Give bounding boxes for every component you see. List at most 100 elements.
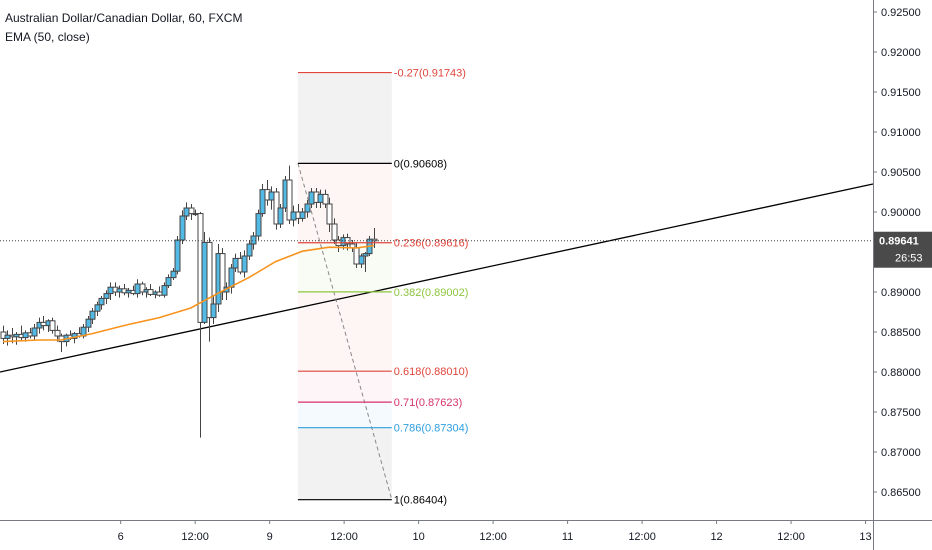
- candle-body: [156, 291, 163, 296]
- price-tick-label: 0.86500: [881, 487, 921, 499]
- candle: [94, 301, 101, 316]
- candle-body: [54, 329, 61, 337]
- candle-body: [139, 283, 146, 293]
- time-tick-label: 12:00: [777, 531, 805, 543]
- fib-band: [297, 291, 392, 372]
- candle: [210, 296, 217, 324]
- candle: [299, 208, 306, 222]
- candle: [134, 279, 141, 298]
- candle: [147, 284, 154, 296]
- indicator-label[interactable]: EMA (50, close): [5, 30, 90, 44]
- candle: [98, 296, 105, 310]
- candle-body: [331, 223, 338, 241]
- candle-body: [268, 191, 275, 201]
- candle: [259, 184, 266, 217]
- candle: [326, 197, 333, 232]
- time-tick-label: 12:00: [181, 531, 209, 543]
- candle-body: [317, 193, 324, 203]
- candle: [255, 209, 262, 240]
- candle: [31, 324, 38, 340]
- candle: [331, 218, 338, 244]
- price-tick-label: 0.89000: [881, 287, 921, 299]
- candle-body: [98, 297, 105, 306]
- candle-body: [362, 253, 369, 257]
- candle: [201, 232, 208, 324]
- price-tick-label: 0.88500: [881, 327, 921, 339]
- fib-layer[interactable]: -0.27(0.91743) 0(0.90608) 0.236(0.89616) 0.…: [297, 68, 469, 507]
- candle-body: [250, 235, 257, 245]
- price-tick-label: 0.87000: [881, 447, 921, 459]
- candle-body: [241, 255, 248, 273]
- fib-level-label: 0.618(0.88010): [394, 366, 469, 378]
- candle: [13, 332, 20, 345]
- current-price-label: 0.89641 26:53: [874, 231, 932, 268]
- candle: [246, 240, 253, 260]
- fib-level-label: 0(0.90608): [394, 158, 447, 170]
- candle: [139, 281, 146, 296]
- fib-band: [297, 402, 392, 428]
- candle-body: [322, 193, 329, 205]
- candle: [170, 268, 177, 280]
- candle-body: [353, 247, 360, 265]
- candle-body: [85, 318, 92, 328]
- candle-body: [246, 243, 253, 257]
- candle: [206, 237, 213, 342]
- price-tick-label: 0.91000: [881, 127, 921, 139]
- candle: [179, 210, 186, 244]
- candle: [89, 308, 96, 324]
- candle-body: [326, 203, 333, 225]
- candle-body: [206, 241, 213, 319]
- candle-body: [134, 283, 141, 295]
- candle: [58, 333, 65, 352]
- candle-body: [192, 213, 199, 216]
- candle: [49, 317, 56, 334]
- candle-body: [304, 203, 311, 213]
- candle-body: [103, 293, 110, 299]
- price-tick-label: 0.88000: [881, 367, 921, 379]
- candle-body: [125, 289, 132, 294]
- fib-trend-line[interactable]: [297, 163, 393, 500]
- candle-body: [170, 270, 177, 279]
- candle-body: [210, 303, 217, 319]
- fib-fills: [297, 72, 392, 500]
- price-tick-label: 0.87500: [881, 407, 921, 419]
- current-price-bg: [874, 231, 932, 268]
- candle: [241, 250, 248, 278]
- candle: [371, 228, 378, 248]
- candle-body: [232, 257, 239, 269]
- fib-band: [297, 242, 392, 292]
- candle: [286, 165, 293, 224]
- candle-body: [179, 215, 186, 241]
- fib-band: [297, 371, 392, 403]
- candle: [165, 274, 172, 288]
- candle: [174, 236, 181, 275]
- candle-body: [49, 320, 56, 331]
- candle-body: [277, 207, 284, 225]
- candle: [103, 290, 110, 304]
- candle-body: [308, 191, 315, 205]
- price-tick-label: 0.91500: [881, 87, 921, 99]
- price-tick-label: 0.90500: [881, 167, 921, 179]
- time-tick-label: 12:00: [479, 531, 507, 543]
- price-tick-label: 0.92500: [881, 7, 921, 19]
- candle: [54, 325, 61, 342]
- symbol-title[interactable]: Australian Dollar/Canadian Dollar, 60, F…: [5, 11, 243, 25]
- candle: [304, 200, 311, 218]
- candle-body: [107, 286, 114, 295]
- candle-body: [188, 207, 195, 215]
- candle-body: [147, 289, 154, 295]
- countdown-timer: 26:53: [895, 253, 923, 265]
- candle-body: [22, 332, 29, 339]
- time-tick-label: 9: [267, 531, 273, 543]
- price-tick-label: 0.90000: [881, 207, 921, 219]
- trendline[interactable]: [0, 183, 874, 373]
- fib-level-label: 0.382(0.89002): [394, 287, 469, 299]
- time-tick-label: 12: [710, 531, 722, 543]
- candle-body: [255, 213, 262, 237]
- candle-body: [94, 304, 101, 312]
- candle: [277, 204, 284, 228]
- ema-layer: [2, 244, 375, 343]
- fib-level-label: 0.71(0.87623): [394, 397, 463, 409]
